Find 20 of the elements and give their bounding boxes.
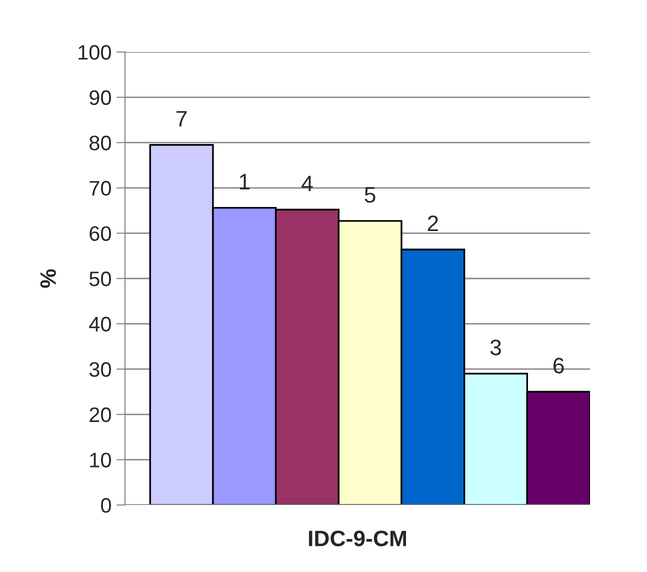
y-tick-label: 50 [89, 272, 111, 286]
x-axis-title: IDC-9-CM [308, 530, 406, 546]
x-tick-label: 6 [554, 358, 564, 374]
y-tick-label: 80 [90, 136, 111, 150]
y-tick-label: 60 [90, 226, 111, 241]
y-tick-label: 70 [90, 180, 111, 196]
x-tick-label: 2 [428, 215, 438, 232]
y-tick-label: 20 [90, 407, 111, 422]
x-tick-label: 1 [240, 174, 250, 190]
y-tick-label: 10 [90, 452, 111, 468]
x-tick-label: 4 [302, 176, 313, 192]
y-tick-label: 40 [89, 316, 111, 332]
y-axis-title: % [40, 269, 56, 288]
x-tick-label: 5 [364, 187, 376, 203]
y-tick-label: 100 [78, 45, 111, 60]
y-tick-label: 90 [90, 90, 111, 106]
x-tick-label: 3 [490, 340, 501, 356]
y-tick-label: 30 [89, 362, 111, 377]
x-tick-label: 7 [176, 111, 187, 126]
y-tick-label: 0 [101, 498, 111, 513]
